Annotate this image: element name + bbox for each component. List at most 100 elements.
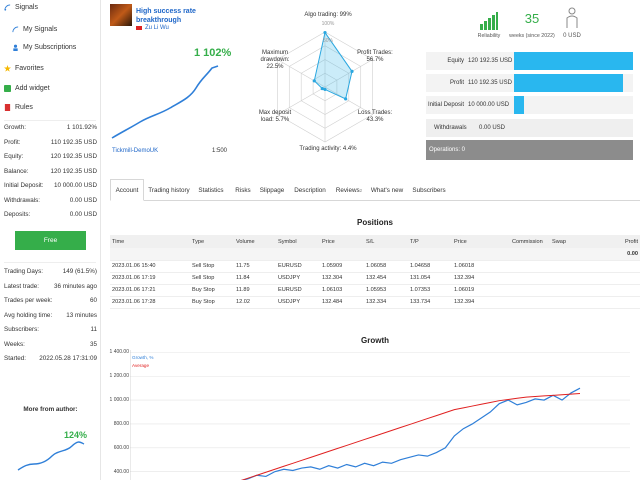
stat-label: Started: <box>4 355 27 362</box>
tab-badge: 2 <box>359 187 363 193</box>
positions-total-cell <box>190 248 234 261</box>
sidebar: Signals My Signals My Subscriptions Favo… <box>0 0 101 480</box>
tab-statistics[interactable]: Statistics <box>194 179 228 201</box>
growth-series-1 <box>240 393 581 480</box>
stat-label: Initial Deposit: <box>4 182 44 189</box>
positions-cell: 1.06018 <box>452 260 510 273</box>
radar-point <box>350 69 354 74</box>
positions-col-header: Profit <box>574 235 640 248</box>
sidebar-item-label: Signals <box>15 4 38 11</box>
tab-subscribers[interactable]: Subscribers <box>408 179 450 201</box>
table-row[interactable]: 2023.01.06 15:40 Sell Stop 11.75 EURUSD 1.05… <box>110 260 640 273</box>
tab-risks[interactable]: Risks <box>231 179 255 201</box>
positions-cell: USDJPY <box>276 272 320 285</box>
tab-description[interactable]: Description <box>290 179 330 201</box>
positions-cell: 2023.01.06 15:40 <box>110 260 190 273</box>
stat-row-stats-2: Equity: 120 192.35 USD <box>4 153 97 160</box>
sidebar-item-add-widget[interactable]: Add widget <box>4 85 50 92</box>
summary-value: 120 192.35 USD <box>468 58 513 64</box>
tab-slippage[interactable]: Slippage <box>256 179 288 201</box>
positions-cell: 132.484 <box>320 296 364 309</box>
tab-account[interactable]: Account <box>110 179 144 201</box>
reliability-label: Reliability <box>477 33 501 39</box>
positions-cell <box>550 272 574 285</box>
positions-total-cell <box>110 248 190 261</box>
radar-axis <box>277 86 326 115</box>
stat-label: Latest trade: <box>4 282 40 290</box>
positions-col-header: Swap <box>550 235 574 248</box>
positions-col-header: Symbol <box>276 235 320 248</box>
radar-axis <box>324 59 373 88</box>
signal-growth-value: 1 102% <box>194 47 232 59</box>
free-subscribe-button[interactable]: Free <box>15 231 86 250</box>
radar-chart <box>277 30 373 143</box>
positions-total-cell <box>408 248 452 261</box>
positions-cell <box>574 260 640 273</box>
radar-label-loss: Loss Trades: 43.3% <box>357 110 393 123</box>
tab-trading-history[interactable]: Trading history <box>146 179 192 201</box>
signal-author[interactable]: Zu Li Wu <box>136 25 169 31</box>
stat-label: Profit: <box>4 138 21 146</box>
summary-label: Withdrawals <box>434 125 467 131</box>
rules-icon <box>4 104 11 111</box>
positions-cell: 1.06019 <box>452 284 510 297</box>
stat-row-stats2-4: Subscribers: 11 <box>4 326 97 333</box>
signal-avatar[interactable] <box>110 4 132 26</box>
table-row[interactable]: 2023.01.06 17:19 Sell Stop 11.84 USDJPY 132.… <box>110 272 640 285</box>
table-row[interactable]: 2023.01.06 17:21 Buy Stop 11.89 EURUSD 1.061… <box>110 284 640 297</box>
sidebar-item-my-subscriptions[interactable]: My Subscriptions <box>12 44 76 51</box>
stat-row-stats2-6: Started: 2022.05.28 17:31:09 <box>4 355 97 362</box>
positions-cell <box>510 260 550 273</box>
tab-reviews[interactable]: Reviews 2 <box>332 179 366 201</box>
growth-y-tick: 1 200.00 <box>109 373 129 380</box>
stat-label: Trades per week: <box>4 297 53 304</box>
positions-cell: 132.394 <box>452 296 510 309</box>
summary-row-2 <box>426 96 633 114</box>
positions-col-header: Commission <box>510 235 550 248</box>
tab-label: Slippage <box>259 186 285 194</box>
stat-row-stats-3: Balance: 120 192.35 USD <box>4 168 97 175</box>
star-icon <box>4 65 11 72</box>
positions-cell <box>550 260 574 273</box>
signal-title[interactable]: High success rate breakthrough <box>136 8 196 24</box>
positions-cell: 1.05953 <box>364 284 408 297</box>
sidebar-item-rules[interactable]: Rules <box>4 104 33 111</box>
stat-row-stats2-5: Weeks: 35 <box>4 341 97 348</box>
positions-cell <box>510 296 550 309</box>
stat-label: Trading Days: <box>4 268 43 275</box>
positions-total-cell <box>510 248 550 261</box>
positions-col-header: Price <box>452 235 510 248</box>
summary-label: Initial Deposit <box>427 102 464 108</box>
positions-cell: 132.394 <box>452 272 510 285</box>
sidebar-divider <box>4 120 96 121</box>
stat-label: Equity: <box>4 153 24 160</box>
positions-cell: 2023.01.06 17:28 <box>110 296 190 309</box>
radar-axis <box>277 59 326 88</box>
positions-col-header: Price <box>320 235 364 248</box>
positions-total-row: 0.00 <box>110 248 640 261</box>
broker-server-link[interactable]: Tickmill-DemoUK <box>112 148 159 154</box>
growth-y-tick: 400.00 <box>113 468 129 475</box>
positions-col-header: Type <box>190 235 234 248</box>
sidebar-divider <box>4 262 96 263</box>
author-name: Zu Li Wu <box>145 25 169 31</box>
positions-title: Positions <box>356 218 393 227</box>
summary-label: Profit <box>449 80 464 86</box>
flag-icon <box>136 26 142 30</box>
sidebar-item-favorites[interactable]: Favorites <box>4 65 44 72</box>
stat-value: 2022.05.28 17:31:09 <box>39 355 97 362</box>
radar-point <box>320 86 324 91</box>
positions-total-cell <box>276 248 320 261</box>
positions-total-cell <box>234 248 276 261</box>
author-signal-sparkline[interactable] <box>10 436 95 480</box>
table-row[interactable]: 2023.01.06 17:28 Buy Stop 12.02 USDJPY 132.4… <box>110 296 640 309</box>
sidebar-item-my-signals[interactable]: My Signals <box>12 26 57 33</box>
positions-col-header: S/L <box>364 235 408 248</box>
growth-chart[interactable] <box>130 350 635 480</box>
stat-label: Avg holding time: <box>4 311 53 319</box>
sidebar-item-signals[interactable]: Signals <box>4 4 38 11</box>
weeks-label: weeks (since 2022) <box>509 33 555 39</box>
stat-value: 1 101.92% <box>66 124 97 131</box>
tab-what-s-new[interactable]: What's new <box>368 179 406 201</box>
positions-cell <box>550 284 574 297</box>
